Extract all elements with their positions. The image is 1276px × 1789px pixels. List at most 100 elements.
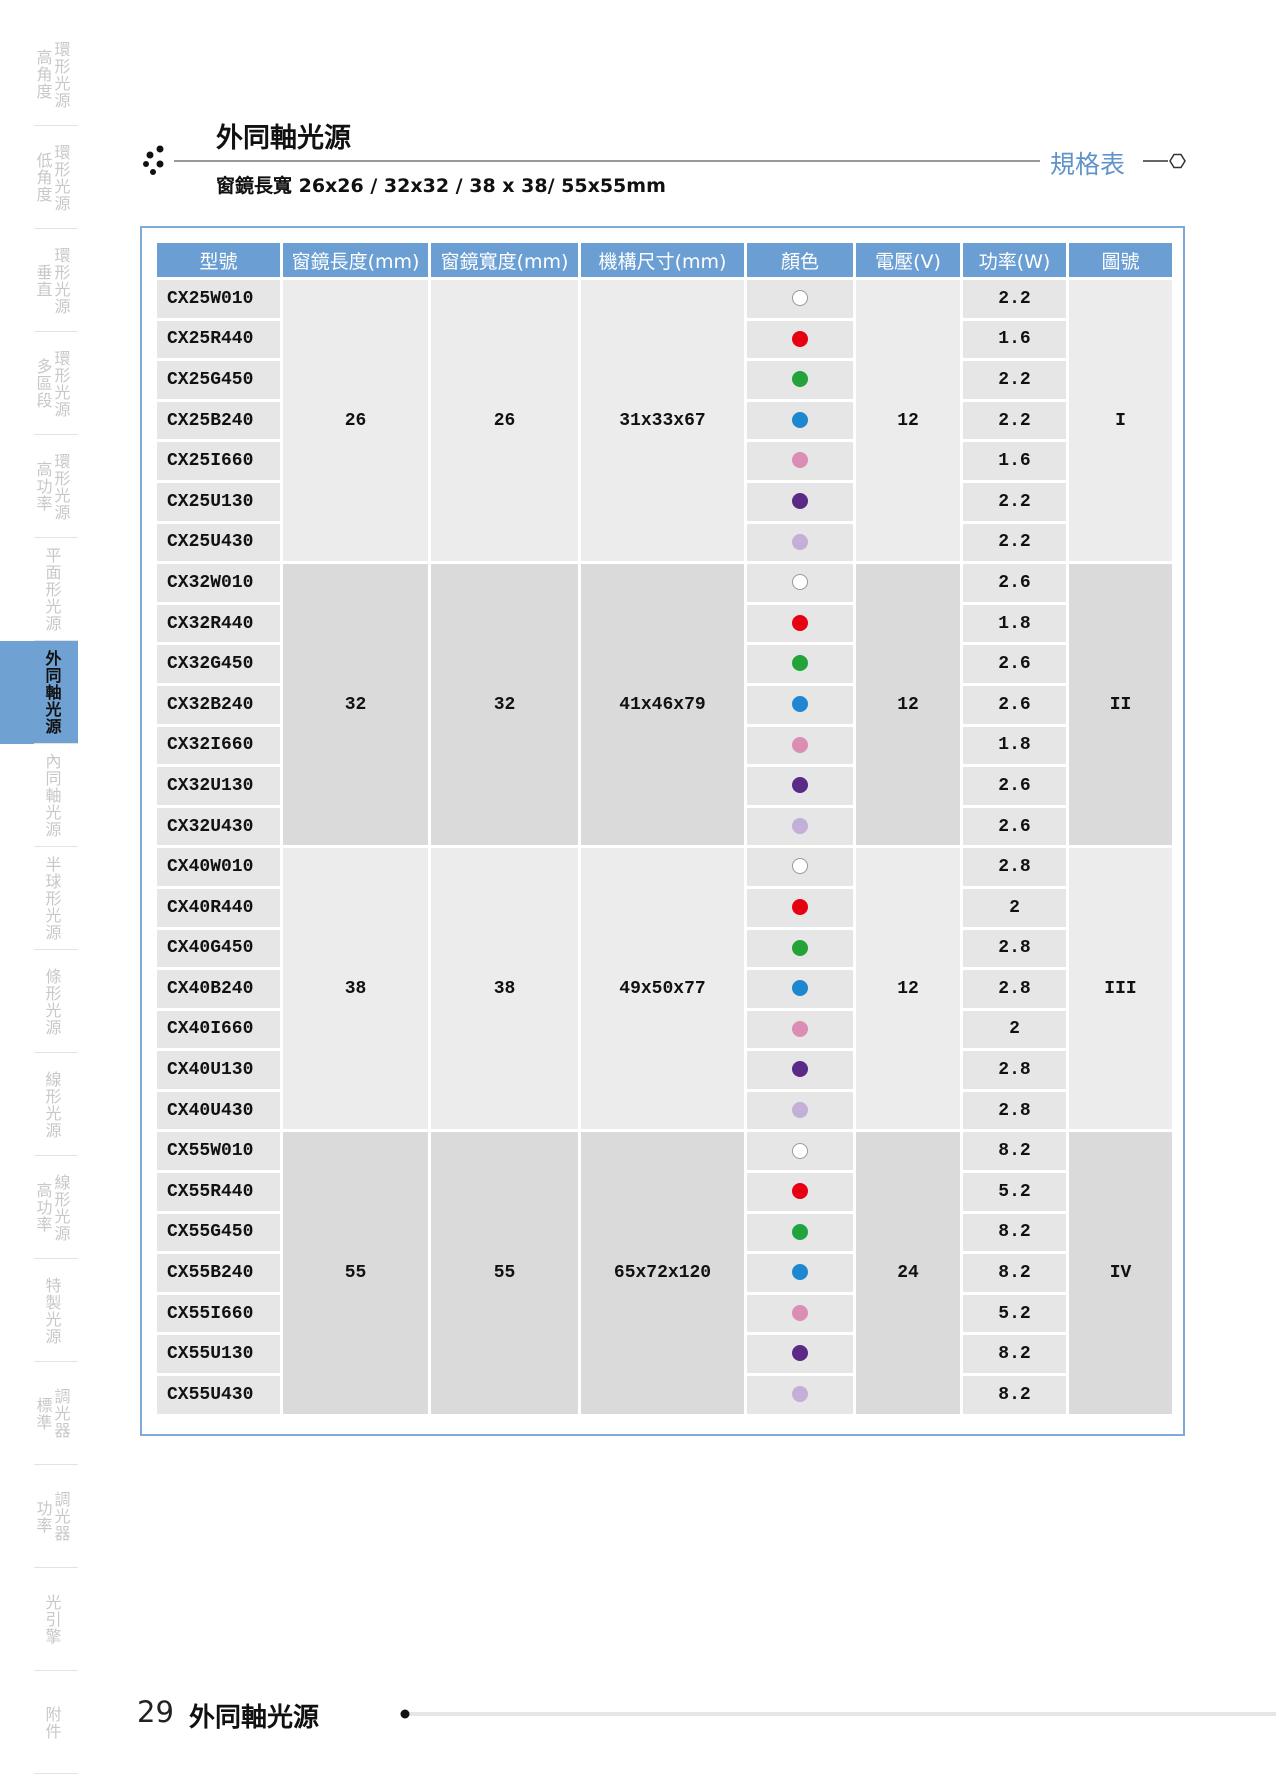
sidebar-label: 低角度 xyxy=(33,152,53,203)
color-dot xyxy=(792,493,808,510)
table-row: CX32W010 32 32 41x46x79 12 2.6 II xyxy=(157,564,1172,846)
color-dot xyxy=(792,330,808,347)
table-row: CX32I660 1.8 xyxy=(157,726,1172,765)
length-cell: 38 xyxy=(283,848,428,1130)
color-dot xyxy=(792,898,808,915)
model-cell: CX40U130 xyxy=(157,1051,280,1089)
table-row: CX25G450 2.2 xyxy=(157,361,1172,399)
sidebar-label: 環形光源 xyxy=(51,349,71,418)
color-cell xyxy=(747,1213,853,1252)
table-row: CX40G450 2.8 xyxy=(157,929,1172,968)
sidebar-label: 線形光源 xyxy=(42,1070,62,1139)
model-cell: CX25B240 xyxy=(157,401,280,440)
sidebar-label: 環形光源 xyxy=(51,452,71,521)
color-cell xyxy=(747,320,853,359)
length-cell: 26 xyxy=(283,280,428,562)
sidebar-label: 標準 xyxy=(33,1396,53,1431)
power-cell: 5.2 xyxy=(963,1173,1066,1211)
power-cell: 8.2 xyxy=(963,1335,1066,1374)
color-dot xyxy=(792,1183,808,1200)
power-cell: 2.2 xyxy=(963,361,1066,399)
model-cell: CX40I660 xyxy=(157,1010,280,1049)
color-dot xyxy=(792,655,808,672)
model-cell: CX55B240 xyxy=(157,1254,280,1292)
length-cell: 32 xyxy=(283,564,428,846)
table-row: CX55R440 5.2 xyxy=(157,1173,1172,1211)
table-row: CX55W010 55 55 65x72x120 24 8.2 IV xyxy=(157,1132,1172,1414)
table-row: CX55I660 5.2 xyxy=(157,1294,1172,1333)
table-row: CX25I660 1.6 xyxy=(157,442,1172,480)
voltage-cell: 12 xyxy=(856,848,960,1130)
model-cell: CX32R440 xyxy=(157,604,280,643)
column-header: 功率(W) xyxy=(963,243,1066,277)
footer-decor xyxy=(400,1709,1276,1719)
page-number: 29 xyxy=(137,1695,174,1729)
color-cell xyxy=(747,1335,853,1374)
model-cell: CX25R440 xyxy=(157,320,280,359)
model-cell: CX40U430 xyxy=(157,1091,280,1130)
sidebar-label: 垂直 xyxy=(33,263,53,298)
figure-cell: IV xyxy=(1069,1132,1172,1414)
model-cell: CX55U130 xyxy=(157,1335,280,1374)
power-cell: 2.8 xyxy=(963,1091,1066,1130)
figure-cell: III xyxy=(1069,848,1172,1130)
table-row: CX25U430 2.2 xyxy=(157,523,1172,562)
model-cell: CX40R440 xyxy=(157,888,280,927)
color-dot xyxy=(792,695,808,712)
color-cell xyxy=(747,1010,853,1049)
color-dot xyxy=(792,1061,808,1078)
column-header: 機構尺寸(mm) xyxy=(581,243,744,277)
color-dot xyxy=(792,290,808,307)
sidebar-item: 高功率 線形光源 xyxy=(0,1156,78,1259)
sidebar-item: 高功率 環形光源 xyxy=(0,435,78,538)
table-row: CX55U130 8.2 xyxy=(157,1335,1172,1374)
sidebar-label: 附件 xyxy=(42,1705,62,1740)
color-cell xyxy=(747,1254,853,1292)
color-cell xyxy=(747,523,853,562)
table-row: CX40R440 2 xyxy=(157,888,1172,927)
color-dot xyxy=(792,858,808,875)
color-dot xyxy=(792,1304,808,1321)
sidebar-item: 附件 xyxy=(0,1671,78,1774)
color-dot xyxy=(792,371,808,388)
sidebar-item: 條形光源 xyxy=(0,950,78,1053)
column-header: 顏色 xyxy=(747,243,853,277)
color-dot xyxy=(792,1020,808,1037)
width-cell: 26 xyxy=(431,280,578,562)
table-row: CX40U130 2.8 xyxy=(157,1051,1172,1089)
power-cell: 2.2 xyxy=(963,523,1066,562)
power-cell: 1.8 xyxy=(963,604,1066,643)
sidebar-label: 多區段 xyxy=(33,358,53,409)
color-dot xyxy=(792,452,808,469)
power-cell: 2 xyxy=(963,1010,1066,1049)
color-cell xyxy=(747,1091,853,1130)
table-row: CX40B240 2.8 xyxy=(157,970,1172,1008)
header-decor xyxy=(143,145,1186,175)
sidebar-item: 平面形光源 xyxy=(0,538,78,641)
voltage-cell: 24 xyxy=(856,1132,960,1414)
figure-cell: II xyxy=(1069,564,1172,846)
model-cell: CX40B240 xyxy=(157,970,280,1008)
color-cell xyxy=(747,564,853,602)
table-row: CX32B240 2.6 xyxy=(157,685,1172,724)
table-row: CX55G450 8.2 xyxy=(157,1213,1172,1252)
color-cell xyxy=(747,442,853,480)
color-dot xyxy=(792,1345,808,1362)
sidebar-item: 多區段 環形光源 xyxy=(0,332,78,435)
sidebar-item: 外同軸光源 xyxy=(0,641,78,744)
sidebar-item: 低角度 環形光源 xyxy=(0,126,78,229)
model-cell: CX32B240 xyxy=(157,685,280,724)
table-row: CX32U430 2.6 xyxy=(157,807,1172,846)
model-cell: CX32W010 xyxy=(157,564,280,602)
model-cell: CX55W010 xyxy=(157,1132,280,1171)
color-cell xyxy=(747,848,853,886)
color-dot xyxy=(792,736,808,753)
sidebar-label: 環形光源 xyxy=(51,246,71,315)
sidebar-label: 條形光源 xyxy=(42,967,62,1036)
color-cell xyxy=(747,807,853,846)
power-cell: 8.2 xyxy=(963,1132,1066,1171)
sidebar-item: 半球形光源 xyxy=(0,847,78,950)
color-cell xyxy=(747,604,853,643)
color-cell xyxy=(747,767,853,805)
table-row: CX32R440 1.8 xyxy=(157,604,1172,643)
